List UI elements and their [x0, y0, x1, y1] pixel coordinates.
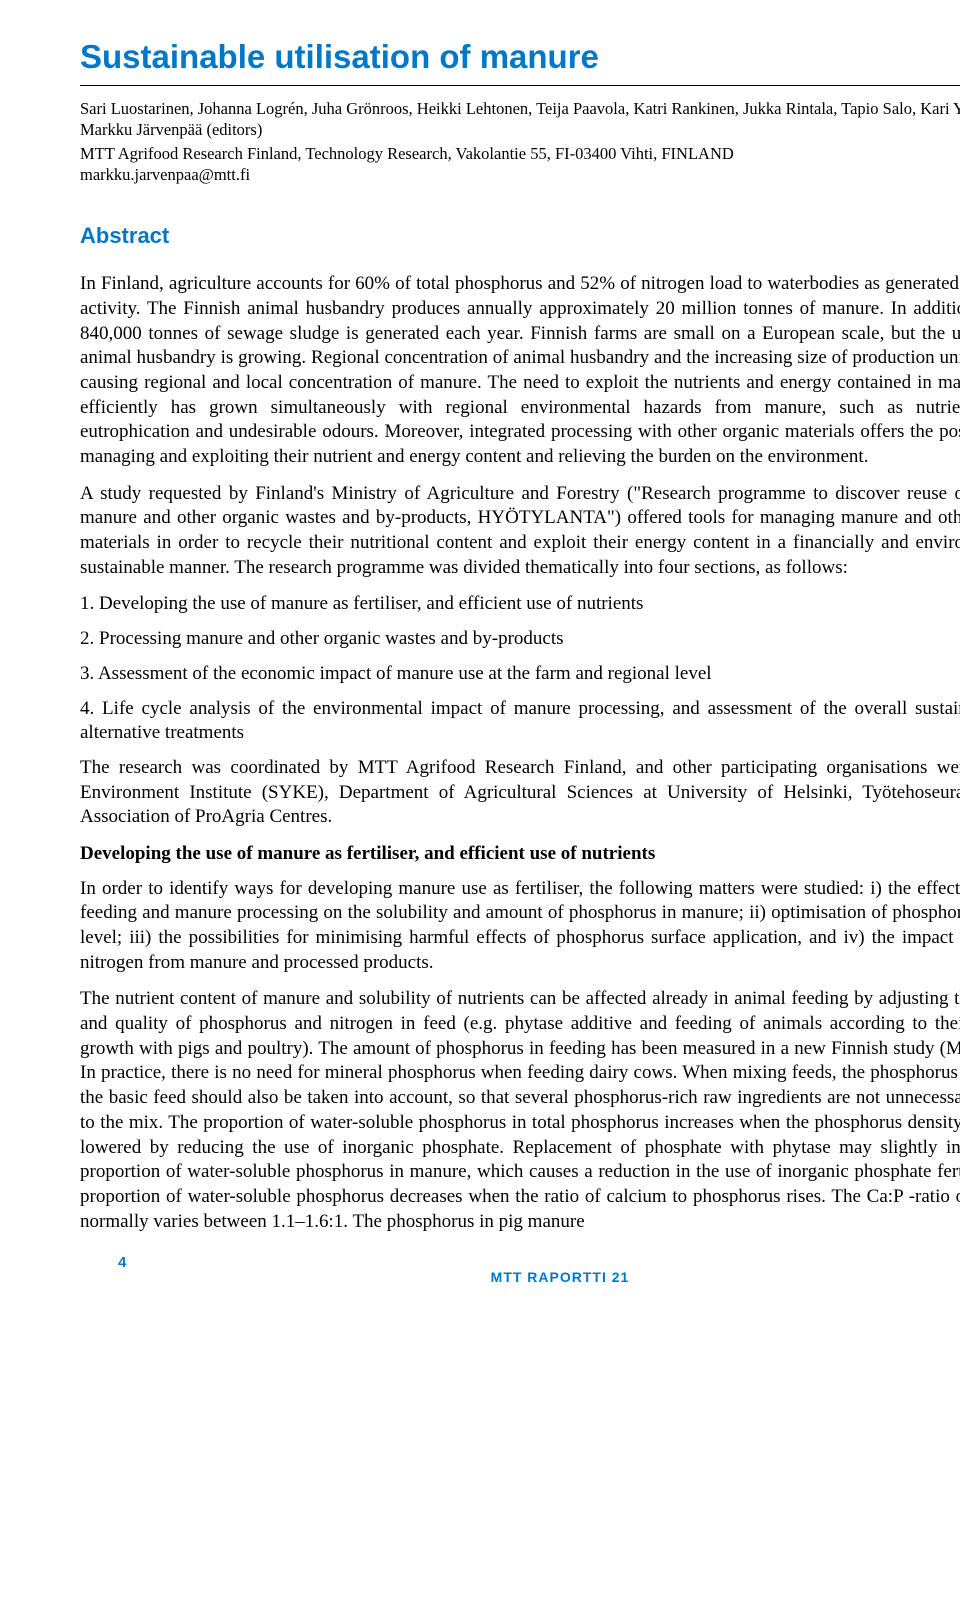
contact-email: markku.jarvenpaa@mtt.fi — [80, 164, 960, 185]
page-number: 4 — [118, 1253, 126, 1273]
section-item-2: 2. Processing manure and other organic w… — [80, 627, 960, 652]
section-item-4: 4. Life cycle analysis of the environmen… — [80, 697, 960, 746]
coordination-paragraph: The research was coordinated by MTT Agri… — [80, 756, 960, 830]
section-item-1: 1. Developing the use of manure as ferti… — [80, 592, 960, 617]
page-title: Sustainable utilisation of manure — [80, 36, 960, 86]
developing-paragraph-1: In order to identify ways for developing… — [80, 877, 960, 976]
developing-paragraph-2: The nutrient content of manure and solub… — [80, 987, 960, 1234]
section-item-3: 3. Assessment of the economic impact of … — [80, 662, 960, 687]
abstract-heading: Abstract — [80, 222, 960, 251]
authors-line: Sari Luostarinen, Johanna Logrén, Juha G… — [80, 98, 960, 141]
abstract-paragraph-2: A study requested by Finland's Ministry … — [80, 482, 960, 581]
sub-heading-developing: Developing the use of manure as fertilis… — [80, 842, 960, 867]
footer-report-label: MTT RAPORTTI 21 — [80, 1268, 960, 1286]
abstract-paragraph-1: In Finland, agriculture accounts for 60%… — [80, 272, 960, 470]
affiliation-line: MTT Agrifood Research Finland, Technolog… — [80, 143, 960, 164]
